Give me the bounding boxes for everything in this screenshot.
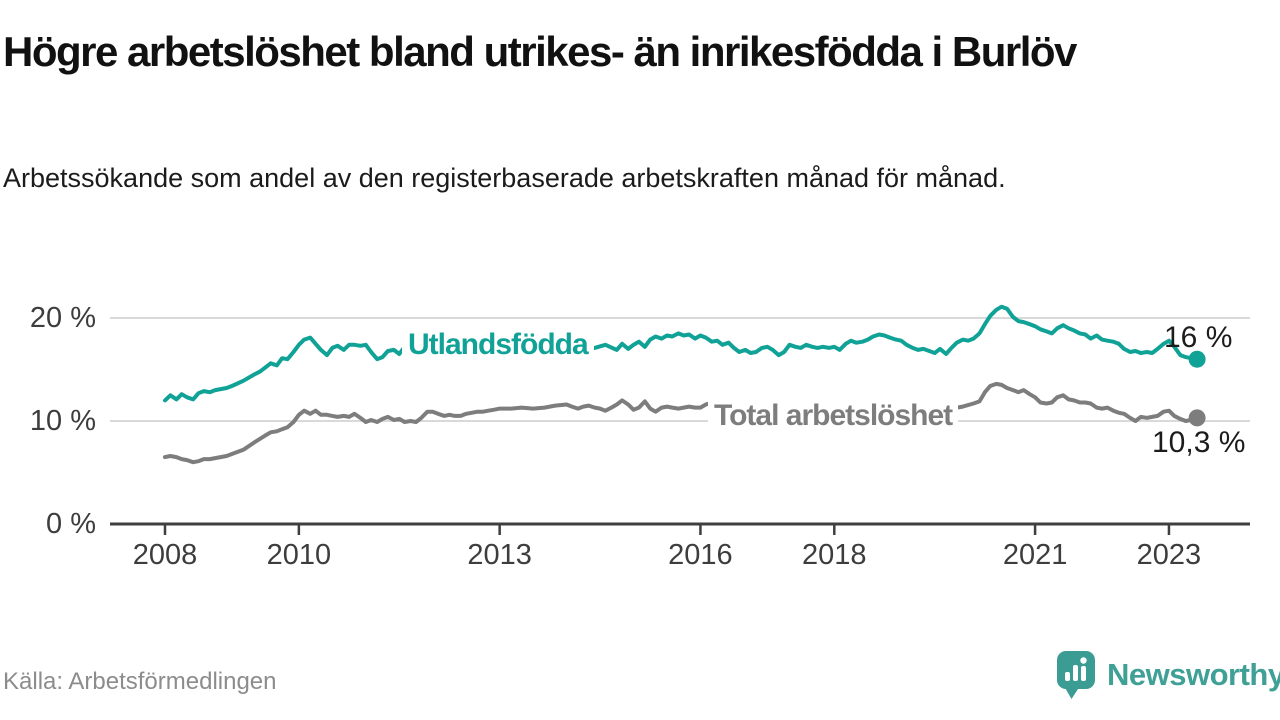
x-tick-label: 2010: [266, 539, 332, 571]
x-tick-label: 2013: [467, 539, 532, 571]
logo-bar-tall: [1073, 665, 1078, 681]
logo-exclamation-dot: [1080, 657, 1087, 664]
end-value-label-total-arbetsloshet: 10,3 %: [1152, 426, 1246, 459]
newsworthy-logo: Newsworthy: [1056, 650, 1280, 700]
newsworthy-speech-bubble-icon: [1057, 651, 1095, 699]
series-label-total-arbetsloshet: Total arbetslöshet: [708, 397, 959, 435]
utlandsfodda-end-dot: [1188, 350, 1206, 368]
page-title: Högre arbetslöshet bland utrikes- än inr…: [3, 28, 1077, 75]
total-arbetsloshet-line: [163, 381, 1200, 465]
x-tick-label: 2016: [668, 539, 733, 571]
y-tick-label: 20 %: [29, 302, 96, 334]
end-value-label-utlandsfodda: 16 %: [1164, 321, 1233, 354]
series-label-utlandsfodda: Utlandsfödda: [402, 326, 594, 364]
x-tick-label: 2021: [1002, 539, 1068, 571]
logo-exclamation-bar: [1081, 666, 1086, 681]
y-tick-label: 10 %: [29, 405, 96, 437]
chart-subtitle: Arbetssökande som andel av den registerb…: [3, 163, 1006, 193]
source-note: Källa: Arbetsförmedlingen: [3, 668, 277, 695]
x-tick-label: 2023: [1136, 539, 1202, 571]
x-tick-label: 2018: [802, 539, 867, 571]
y-tick-label: 0 %: [46, 508, 96, 540]
newsworthy-logo-text: Newsworthy: [1107, 657, 1280, 692]
total-arbetsloshet-end-dot: [1188, 409, 1206, 427]
utlandsfodda-line: [163, 304, 1200, 403]
logo-bar-short: [1065, 672, 1070, 681]
x-tick-label: 2008: [132, 539, 198, 571]
